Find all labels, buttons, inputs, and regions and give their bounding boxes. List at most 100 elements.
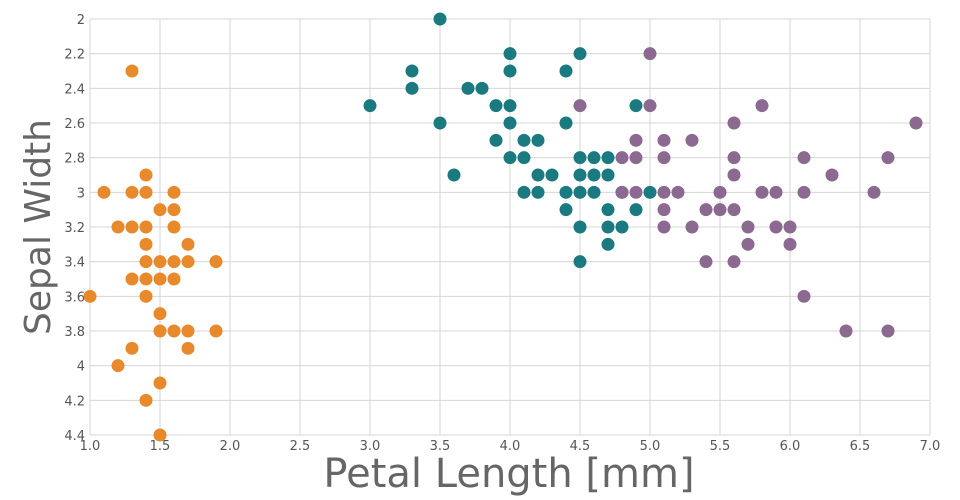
y-tick-label: 3 — [77, 186, 85, 201]
data-point — [545, 168, 559, 182]
data-point — [461, 81, 475, 95]
data-point — [797, 151, 811, 165]
x-tick-label: 3.0 — [360, 439, 381, 454]
data-point — [153, 428, 167, 442]
data-point — [181, 341, 195, 355]
data-point — [601, 151, 615, 165]
data-point — [587, 151, 601, 165]
data-point — [727, 255, 741, 269]
y-tick-label: 2.4 — [64, 82, 85, 97]
data-point — [755, 99, 769, 113]
data-point — [181, 324, 195, 338]
series-1 — [83, 64, 223, 442]
data-point — [601, 237, 615, 251]
data-point — [713, 185, 727, 199]
data-point — [139, 255, 153, 269]
data-point — [531, 168, 545, 182]
data-point — [405, 64, 419, 78]
series-3 — [573, 47, 923, 338]
data-point — [503, 151, 517, 165]
data-point — [671, 185, 685, 199]
data-point — [139, 289, 153, 303]
data-point — [601, 203, 615, 217]
x-tick-label: 3.5 — [430, 439, 451, 454]
data-point — [139, 220, 153, 234]
data-point — [783, 237, 797, 251]
data-point — [769, 185, 783, 199]
data-point — [587, 185, 601, 199]
data-point — [503, 64, 517, 78]
data-point — [727, 116, 741, 130]
x-tick-label: 4.0 — [500, 439, 521, 454]
data-point — [433, 12, 447, 26]
data-point — [797, 185, 811, 199]
data-point — [573, 99, 587, 113]
data-point — [643, 47, 657, 61]
y-tick-label: 2 — [77, 13, 85, 28]
x-tick-label: 6.5 — [850, 439, 871, 454]
data-point — [559, 116, 573, 130]
data-point — [167, 220, 181, 234]
data-point — [713, 203, 727, 217]
data-point — [657, 220, 671, 234]
data-point — [881, 151, 895, 165]
data-point — [643, 185, 657, 199]
y-axis-ticks: 2 2.2 2.4 2.6 2.8 3 3.2 3.4 3.6 3.8 4 4.2 4.4 — [64, 13, 85, 444]
data-point — [503, 99, 517, 113]
data-point — [405, 81, 419, 95]
x-tick-label: 5.5 — [710, 439, 731, 454]
data-point — [587, 168, 601, 182]
y-tick-label: 4.2 — [64, 394, 85, 409]
data-point — [601, 168, 615, 182]
data-point — [517, 133, 531, 147]
data-point — [797, 289, 811, 303]
x-tick-label: 6.0 — [780, 439, 801, 454]
data-point — [489, 99, 503, 113]
data-point — [559, 185, 573, 199]
x-axis-title: Petal Length [mm] — [323, 451, 694, 497]
x-axis-ticks: 1.0 1.5 2.0 2.5 3.0 3.5 4.0 4.5 5.0 5.5 6.0 6.5 7.0 — [80, 439, 941, 454]
y-tick-label: 3.6 — [64, 290, 85, 305]
y-tick-label: 3.2 — [64, 221, 85, 236]
y-tick-label: 2.2 — [64, 48, 85, 63]
grid — [89, 18, 931, 436]
data-point — [83, 289, 97, 303]
x-tick-label: 2.5 — [290, 439, 311, 454]
data-point — [153, 307, 167, 321]
data-point — [573, 255, 587, 269]
data-point — [139, 237, 153, 251]
y-tick-label: 3.4 — [64, 256, 85, 271]
data-point — [573, 47, 587, 61]
data-point — [139, 185, 153, 199]
data-point — [615, 220, 629, 234]
data-point — [531, 133, 545, 147]
data-point — [783, 220, 797, 234]
x-tick-label: 5.0 — [640, 439, 661, 454]
data-point — [503, 47, 517, 61]
y-tick-label: 4 — [77, 360, 85, 375]
data-point — [475, 81, 489, 95]
y-tick-label: 4.4 — [64, 429, 85, 444]
data-point — [601, 220, 615, 234]
data-point — [657, 151, 671, 165]
x-tick-label: 1.5 — [150, 439, 171, 454]
data-point — [111, 220, 125, 234]
data-point — [657, 203, 671, 217]
data-point — [909, 116, 923, 130]
data-point — [727, 203, 741, 217]
data-point — [97, 185, 111, 199]
data-point — [447, 168, 461, 182]
data-point — [167, 255, 181, 269]
data-point — [573, 151, 587, 165]
data-point — [755, 185, 769, 199]
series-2 — [363, 12, 657, 269]
data-point — [517, 185, 531, 199]
data-point — [167, 185, 181, 199]
data-point — [643, 99, 657, 113]
data-point — [629, 133, 643, 147]
data-point — [727, 151, 741, 165]
data-point — [685, 133, 699, 147]
x-tick-label: 2.0 — [220, 439, 241, 454]
y-tick-label: 3.8 — [64, 325, 85, 340]
data-point — [629, 99, 643, 113]
